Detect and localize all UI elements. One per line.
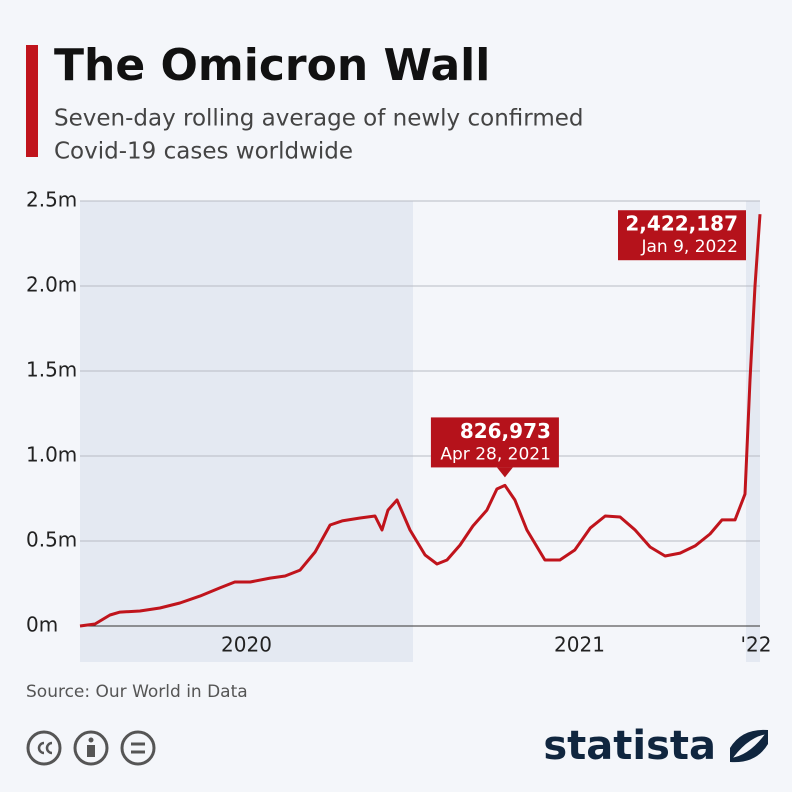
year-band — [746, 201, 760, 662]
plot-area: 0m 0.5m 1.0m 1.5m 2.0m 2.5m 2020 2021 '22 826,973… — [26, 188, 772, 662]
annotation-pointer — [496, 467, 513, 478]
y-tick-label: 1.0m — [26, 443, 77, 467]
data-line — [79, 214, 762, 628]
cc-icon — [26, 730, 62, 766]
annotation-box — [430, 417, 559, 468]
brand-mark-shape — [730, 729, 768, 762]
annotation-value: 826,973 — [460, 419, 551, 443]
annotation-date: Apr 28, 2021 — [440, 444, 551, 464]
year-band — [80, 201, 414, 662]
source: Source: Our World in Data — [26, 682, 248, 702]
y-tick-label: 1.5m — [26, 358, 77, 382]
chart-subtitle: Covid-19 cases worldwide — [54, 139, 353, 165]
y-tick-label: 2.0m — [26, 273, 77, 297]
chart-subtitle: Seven-day rolling average of newly confi… — [54, 106, 583, 132]
chart-title: The Omicron Wall — [54, 40, 490, 91]
title-accent — [26, 45, 38, 157]
brand-mark — [730, 729, 768, 763]
x-tick-label: '22 — [741, 633, 772, 657]
nd-icon — [120, 730, 156, 766]
license-icons — [26, 730, 156, 766]
y-tick-label: 0m — [26, 613, 58, 637]
by-glyph — [88, 737, 94, 743]
by-icon — [73, 730, 109, 766]
y-tick-label: 0.5m — [26, 528, 77, 552]
x-tick-label: 2021 — [554, 633, 605, 657]
cc-glyph — [37, 741, 53, 755]
x-tick-label: 2020 — [221, 633, 272, 657]
annotation-box — [618, 210, 746, 261]
annotation-date: Jan 9, 2022 — [641, 237, 739, 257]
annotation-value: 2,422,187 — [625, 212, 738, 236]
y-tick-label: 2.5m — [26, 188, 77, 212]
brand-logo: statista — [543, 723, 716, 769]
brand-mark-shape — [730, 730, 768, 763]
nd-glyph — [131, 742, 145, 754]
by-glyph — [87, 745, 95, 757]
